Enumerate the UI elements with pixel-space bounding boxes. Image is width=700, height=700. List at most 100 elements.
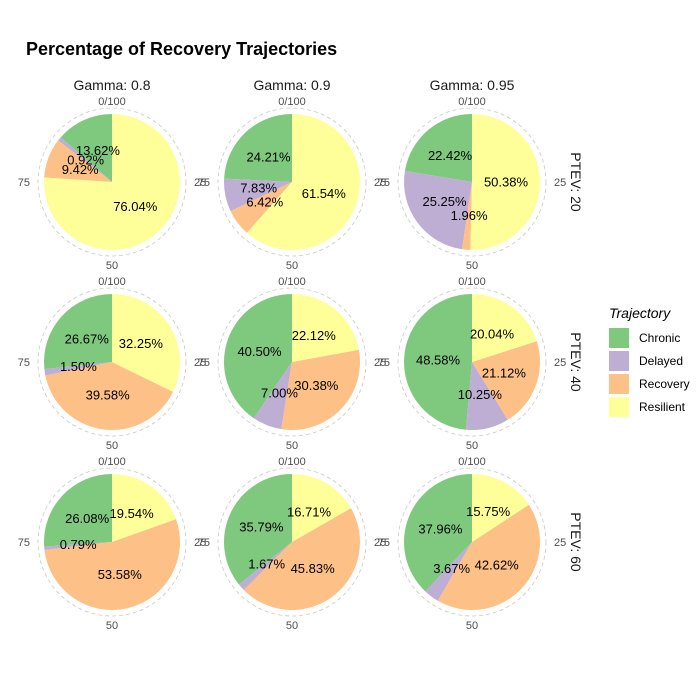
tick-label: 50 xyxy=(106,620,118,632)
tick-label: 25 xyxy=(554,177,566,189)
pie-slice-recovery xyxy=(44,519,181,611)
legend: Trajectory Chronic Delayed Recovery Resilien… xyxy=(609,305,690,417)
tick-label: 50 xyxy=(286,440,298,452)
slice-value-label: 1.96% xyxy=(451,208,488,223)
tick-label: 75 xyxy=(18,537,30,549)
pie-panel: 0/100 25 50 75 13.62%0.92%9.42% 76.04% xyxy=(18,96,207,272)
slice-value-label: 7.00% xyxy=(261,386,298,401)
pie-slice-chronic xyxy=(224,474,292,585)
slice-value-label: 6.42% xyxy=(246,194,283,209)
tick-label: 50 xyxy=(466,440,478,452)
pie-panel: 0/100 25 50 75 37.96% 3.67% 42.62% 15.75% xyxy=(378,456,567,632)
tick-label: 50 xyxy=(106,260,118,272)
pie-slice-recovery xyxy=(462,182,472,250)
pie-slice-recovery xyxy=(230,182,292,233)
pie-panel: 0/100 25 50 75 48.58% 10.25% 21.12% 20.04% xyxy=(378,276,567,452)
legend-label-resilient: Resilient xyxy=(639,400,686,414)
slice-value-label: 19.54% xyxy=(110,506,155,521)
pie-slice-chronic xyxy=(224,294,292,419)
tick-label: 0/100 xyxy=(458,276,486,288)
pie-slice-delayed xyxy=(223,178,292,212)
tick-label: 0/100 xyxy=(458,96,486,108)
tick-label: 25 xyxy=(374,537,386,549)
pie-slice-resilient xyxy=(112,294,180,392)
radial-grid-circle xyxy=(217,467,367,617)
column-strip-label: Gamma: 0.8 xyxy=(73,77,150,93)
slice-value-label: 48.58% xyxy=(416,352,461,367)
pie-slice-delayed xyxy=(44,362,112,376)
tick-label: 25 xyxy=(194,537,206,549)
slice-value-label: 0.79% xyxy=(60,537,97,552)
slice-value-label: 39.58% xyxy=(86,388,131,403)
pie-slice-resilient xyxy=(472,294,537,362)
tick-label: 50 xyxy=(106,440,118,452)
pie-panel: 0/100 25 50 75 26.67% 1.50% 39.58% 32.25% xyxy=(18,276,207,452)
pie-slice-recovery xyxy=(437,504,540,610)
radial-grid-circle xyxy=(217,107,367,257)
tick-label: 75 xyxy=(198,177,210,189)
slice-value-label: 24.21% xyxy=(247,149,292,164)
slice-value-label: 13.62% xyxy=(76,143,121,158)
slice-value-label: 21.12% xyxy=(482,366,527,381)
pie-slice-delayed xyxy=(404,171,472,250)
slice-value-label: 53.58% xyxy=(98,567,143,582)
pie-slice-delayed xyxy=(239,542,292,590)
tick-label: 0/100 xyxy=(98,96,126,108)
row-strip-label: PTEV: 20 xyxy=(568,152,584,212)
chart-title: Percentage of Recovery Trajectories xyxy=(26,39,337,59)
pie-slice-chronic xyxy=(404,474,472,592)
slice-value-label: 1.50% xyxy=(60,359,97,374)
slice-value-label: 10.25% xyxy=(458,387,503,402)
slice-value-label: 0.92% xyxy=(67,152,104,167)
tick-label: 50 xyxy=(466,260,478,272)
slice-value-label: 3.67% xyxy=(433,561,470,576)
pie-slice-chronic xyxy=(403,294,472,430)
pie-slice-resilient xyxy=(246,114,360,250)
radial-grid-circle xyxy=(217,287,367,437)
tick-label: 50 xyxy=(286,620,298,632)
slice-value-label: 40.50% xyxy=(237,344,282,359)
pie-panel: 0/100 25 50 75 26.08% 0.79%53.58% 19.54% xyxy=(18,456,207,632)
slice-value-label: 20.04% xyxy=(470,327,515,342)
radial-grid-circle xyxy=(37,287,187,437)
tick-label: 50 xyxy=(466,620,478,632)
pie-panel: 0/100 25 50 75 24.21% 7.83%6.42% 61.54% xyxy=(198,96,387,272)
pie-slice-resilient xyxy=(44,114,180,250)
pie-slice-chronic xyxy=(60,114,112,182)
pie-slice-recovery xyxy=(45,362,174,430)
slice-value-label: 1.67% xyxy=(248,557,285,572)
pie-slice-delayed xyxy=(253,362,292,430)
tick-label: 75 xyxy=(198,357,210,369)
pie-slice-recovery xyxy=(44,140,112,182)
facet-panels: Gamma: 0.8 Gamma: 0.9 Gamma: 0.95 PTEV: 20 P… xyxy=(18,77,584,632)
slice-value-label: 22.42% xyxy=(428,148,473,163)
slice-value-label: 7.83% xyxy=(240,181,277,196)
row-strip-label: PTEV: 40 xyxy=(568,332,584,392)
radial-grid-circle xyxy=(397,107,547,257)
pie-slice-delayed xyxy=(425,542,472,601)
pie-slice-delayed xyxy=(44,542,112,550)
pie-slice-resilient xyxy=(292,294,359,362)
tick-label: 25 xyxy=(194,177,206,189)
tick-label: 0/100 xyxy=(458,456,486,468)
pie-panel: 0/100 25 50 75 22.42% 25.25%1.96% 50.38% xyxy=(378,96,567,272)
slice-value-label: 61.54% xyxy=(302,186,347,201)
tick-label: 25 xyxy=(554,537,566,549)
pie-slice-recovery xyxy=(281,349,361,430)
tick-label: 0/100 xyxy=(278,276,306,288)
tick-label: 50 xyxy=(286,260,298,272)
slice-value-label: 37.96% xyxy=(418,521,463,536)
radial-grid-circle xyxy=(37,107,187,257)
radial-grid-circle xyxy=(397,467,547,617)
tick-label: 0/100 xyxy=(278,456,306,468)
legend-swatch-chronic xyxy=(609,328,629,348)
legend-swatch-delayed xyxy=(609,351,629,371)
tick-label: 75 xyxy=(378,357,390,369)
slice-value-label: 50.38% xyxy=(484,174,529,189)
pie-panel: 0/100 25 50 75 40.50% 7.00%30.38% 22.12% xyxy=(198,276,387,452)
pie-slice-resilient xyxy=(472,474,529,542)
legend-swatch-resilient xyxy=(609,397,629,417)
radial-grid-circle xyxy=(397,287,547,437)
pie-slice-recovery xyxy=(472,341,540,420)
